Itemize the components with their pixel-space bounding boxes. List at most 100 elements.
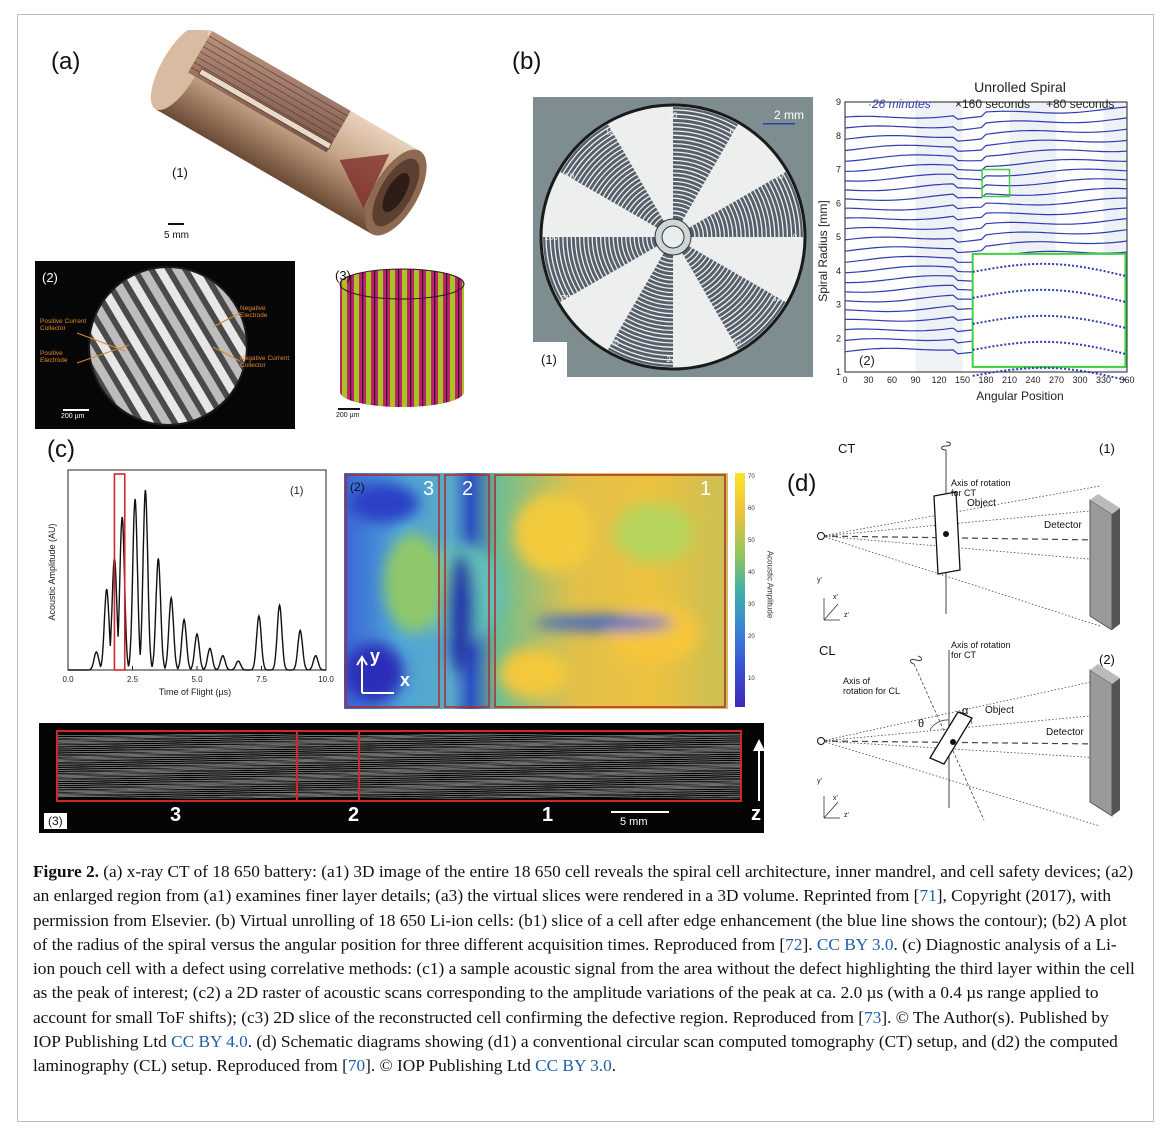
active-layer-stripe xyxy=(390,269,395,407)
reconstructed-layer-line xyxy=(56,785,742,788)
dark-sector xyxy=(560,124,673,237)
x-tick-label: 150 xyxy=(955,375,970,385)
panel-letter-b: (b) xyxy=(512,48,542,75)
reconstructed-layer-line xyxy=(56,770,742,773)
angle-label: 30 xyxy=(774,172,783,181)
active-layer-stripe xyxy=(414,269,419,407)
a3-scale-text: 200 µm xyxy=(336,412,360,419)
reconstructed-layer-line xyxy=(56,756,742,759)
c2-region-1: 1 xyxy=(700,478,712,500)
license-link[interactable]: CC BY 3.0 xyxy=(816,934,894,954)
license-link[interactable]: CC BY 4.0 xyxy=(171,1032,248,1052)
d1-title: CT xyxy=(838,441,856,456)
caption-text: . xyxy=(611,1056,617,1076)
b2-legend-80s: +80 seconds xyxy=(1046,97,1114,111)
active-layer-stripe xyxy=(378,269,383,407)
y-tick-label: 7 xyxy=(836,165,841,175)
spiral-layer-series xyxy=(844,218,1128,232)
reconstructed-layer-line xyxy=(56,735,742,738)
zoom-inset xyxy=(971,252,1127,368)
angle-label: 180 xyxy=(544,233,558,242)
spiral-ring xyxy=(553,117,793,357)
colorbar-tick: 30 xyxy=(748,602,755,608)
citation-link[interactable]: 71 xyxy=(919,886,937,906)
c3-region-3: 3 xyxy=(170,804,182,826)
c2-label: (2) xyxy=(350,480,365,494)
spiral-ring xyxy=(591,155,755,319)
spiral-ring xyxy=(646,210,700,264)
spiral-layer-series xyxy=(845,197,1127,211)
reconstructed-layer-line xyxy=(56,769,741,772)
caption-text: . (d) Schematic diagrams showing (d1) a … xyxy=(33,1032,1118,1076)
a1-label: (1) xyxy=(172,165,188,180)
colorbar-tick: 70 xyxy=(748,474,755,480)
a1-scale-bar xyxy=(168,223,184,225)
x-tick-label: 7.5 xyxy=(256,675,268,684)
spiral-layer-series xyxy=(844,168,1128,182)
license-link[interactable]: CC BY 3.0 xyxy=(535,1056,612,1076)
electrode-layer-stripe xyxy=(286,261,295,429)
x-tick-label: 5.0 xyxy=(191,675,203,684)
reconstructed-layer-line xyxy=(56,773,742,777)
electrode-layer-stripe xyxy=(89,267,141,425)
c3-reconstructed-slice xyxy=(39,723,764,833)
reconstructed-layer-line xyxy=(56,738,742,741)
b2-unrolled-spiral-chart: Unrolled Spiral 0 30 60 90 120 150 180 210 240 27… xyxy=(816,79,1135,403)
spiral-ring xyxy=(612,176,734,298)
layer-divider xyxy=(422,269,424,407)
spiral-ring xyxy=(604,168,742,306)
reconstructed-layer-line xyxy=(56,746,742,749)
active-layer-stripe xyxy=(366,269,371,407)
citation-link[interactable]: 73 xyxy=(864,1007,882,1027)
a2-annot-pos-electrode: Positive Electrode xyxy=(40,350,68,364)
spiral-layer-series xyxy=(844,207,1128,221)
b2-xlabel: Angular Position xyxy=(976,389,1063,403)
caption-label: Figure 2. xyxy=(33,862,99,881)
inset-layer-series xyxy=(972,340,1126,355)
d1-label: (1) xyxy=(1099,441,1115,456)
reconstructed-layer-line xyxy=(56,753,742,756)
colorbar-tick: 40 xyxy=(748,570,755,576)
x-tick-label: 180 xyxy=(978,375,993,385)
reconstructed-layer-line xyxy=(56,778,742,781)
y-tick-label: 4 xyxy=(836,266,841,276)
b2-legend-26min: ·26 minutes xyxy=(868,97,931,111)
b2-legend-160s: ×160 seconds xyxy=(955,97,1030,111)
angle-label: 210 xyxy=(561,294,575,303)
reconstructed-layer-line xyxy=(56,775,742,778)
y-tick-label: 3 xyxy=(836,300,841,310)
caption-text: (a) x-ray CT of 18 650 battery: (a1) 3D … xyxy=(33,862,1134,906)
reconstructed-layer-line xyxy=(56,751,741,754)
spiral-ring xyxy=(620,184,726,290)
electrode-layer-stripe xyxy=(167,267,247,425)
x-tick-label: 30 xyxy=(863,375,873,385)
b2-title: Unrolled Spiral xyxy=(974,79,1066,95)
c2-axis-y: y xyxy=(370,646,381,666)
reconstructed-layer-line xyxy=(56,777,741,780)
reconstructed-layer-line xyxy=(56,761,742,764)
citation-link[interactable]: 72 xyxy=(785,934,803,954)
zoom-region-box xyxy=(981,168,1011,198)
citation-link[interactable]: 70 xyxy=(347,1056,366,1076)
acoustic-signal-series xyxy=(68,489,326,671)
angle-label: 300 xyxy=(727,339,741,348)
reconstructed-layer-line xyxy=(56,741,741,745)
b2-label: (2) xyxy=(859,353,875,368)
x-tick-label: 0 xyxy=(842,375,847,385)
reconstructed-layer-line xyxy=(56,765,742,769)
active-layer-stripe xyxy=(462,269,464,407)
spiral-ring xyxy=(608,172,738,302)
d2-axis-cl-label: Axis of rotation for CL xyxy=(843,676,901,696)
angle-label: 330 xyxy=(772,294,786,303)
reconstructed-layer-line xyxy=(56,754,742,757)
figure-caption: Figure 2. (a) x-ray CT of 18 650 battery… xyxy=(33,860,1138,1079)
spiral-ring xyxy=(641,205,705,269)
d1-coord-z: z' xyxy=(844,612,849,619)
a2-annot-neg-collector: Negative Current Collector xyxy=(240,355,290,369)
spiral-ring xyxy=(566,130,780,344)
c3-label: (3) xyxy=(44,813,67,829)
y-tick-label: 6 xyxy=(836,198,841,208)
c1-acoustic-signal-chart: 0.0 2.5 5.0 7.5 10.0 Acoustic Amplitude (AU)… xyxy=(47,469,334,697)
y-tick-label: 5 xyxy=(836,232,841,242)
electrode-layer-stripe xyxy=(184,267,247,425)
